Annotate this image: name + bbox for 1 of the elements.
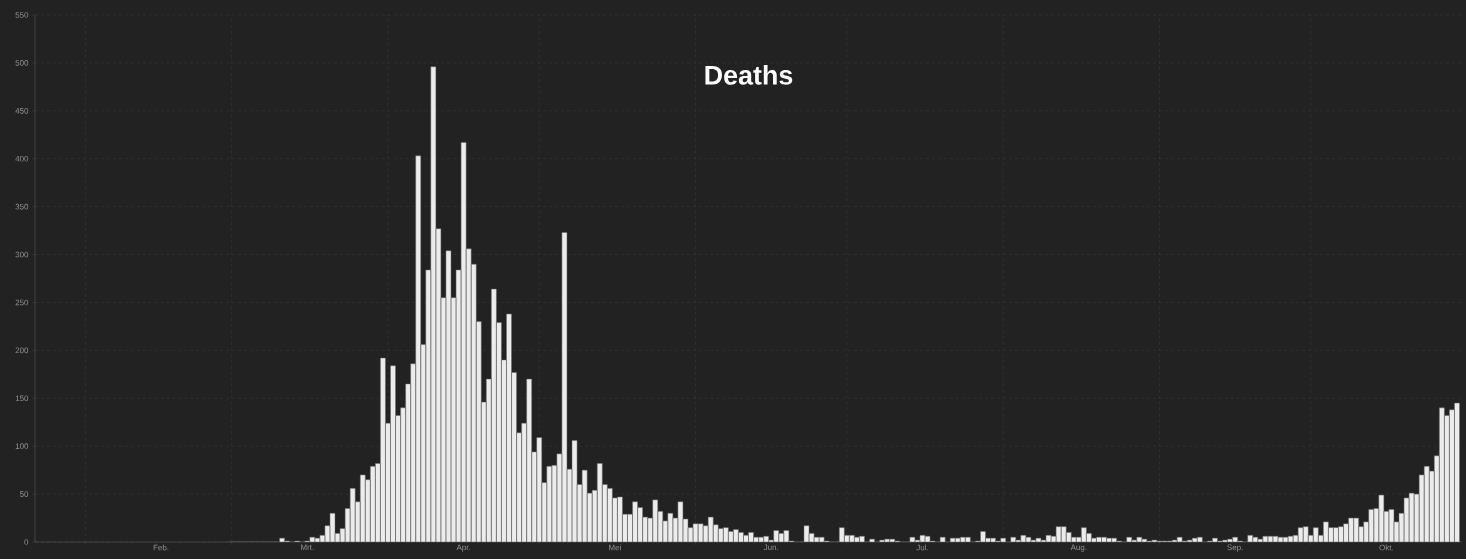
text: Deaths xyxy=(705,65,793,85)
